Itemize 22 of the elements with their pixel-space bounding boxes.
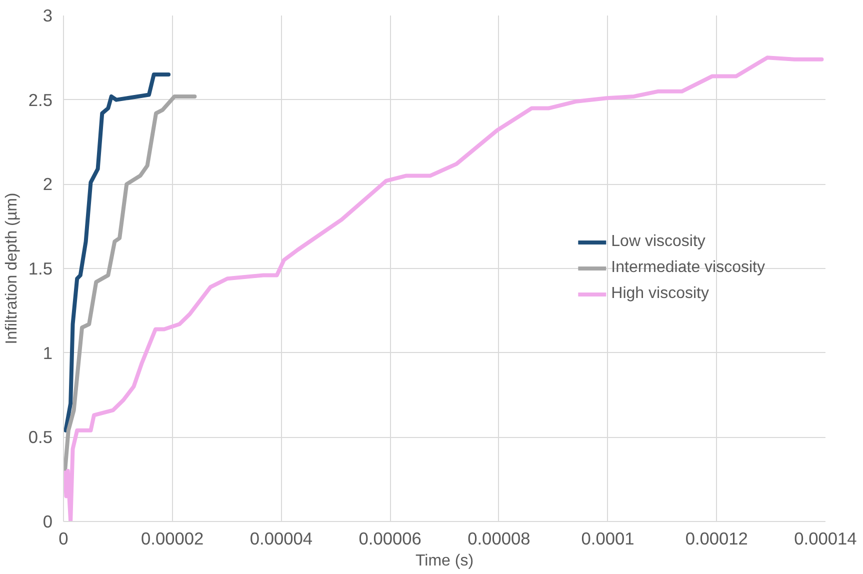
- x-tick-label: 0.00006: [358, 528, 422, 548]
- y-tick-label: 0.5: [28, 427, 53, 448]
- x-tick-label: 0.00002: [141, 528, 204, 548]
- legend-label: Low viscosity: [611, 233, 706, 251]
- x-axis-title: Time (s): [415, 552, 474, 570]
- y-tick-label: 3: [42, 6, 53, 26]
- y-tick-label: 1: [42, 342, 53, 363]
- y-axis-title: Infiltration depth (µm): [3, 192, 20, 344]
- legend-label: High viscosity: [611, 285, 709, 303]
- line-series: [64, 72, 171, 432]
- y-tick-label: 2.5: [28, 90, 53, 110]
- y-tick-label: 2: [42, 174, 53, 194]
- y-tick-label: 1.5: [28, 258, 53, 278]
- x-tick-label: 0: [58, 528, 68, 548]
- x-tick-label: 0.00004: [250, 528, 313, 548]
- x-tick-label: 0.00008: [468, 528, 530, 548]
- y-tick-label: 0: [42, 512, 53, 532]
- x-tick-label: 0.0001: [581, 528, 634, 548]
- x-tick-label: 0.00014: [794, 528, 858, 548]
- line-series: [64, 94, 197, 472]
- legend-label: Intermediate viscosity: [611, 259, 765, 277]
- x-tick-label: 0.00012: [685, 528, 748, 548]
